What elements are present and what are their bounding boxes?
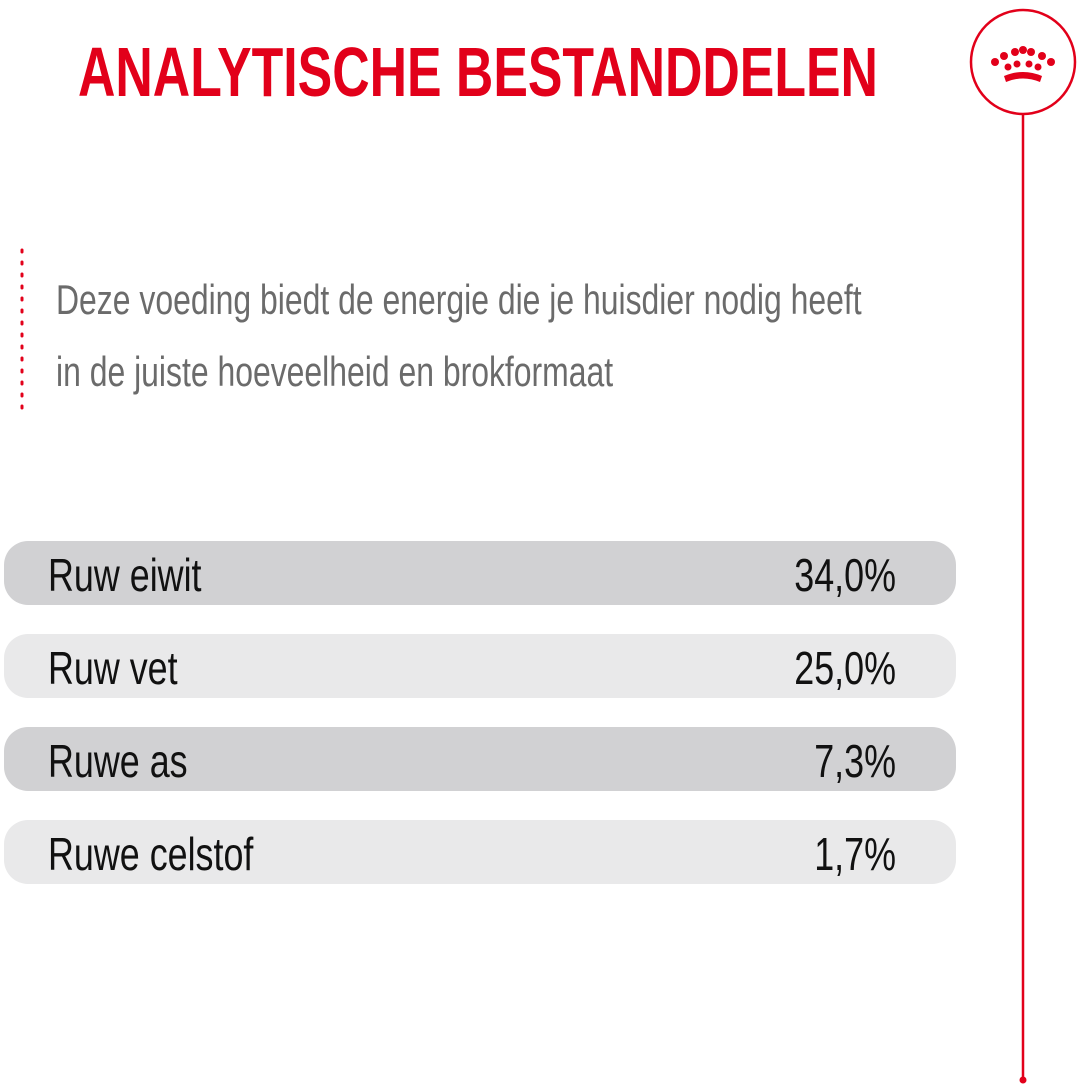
line-end — [1019, 1076, 1027, 1084]
crown-logo — [991, 46, 1055, 82]
description-line: in de juiste hoeveelheid en brokformaat — [56, 348, 614, 395]
row-value: 1,7% — [814, 829, 896, 880]
row-value: 25,0% — [794, 643, 896, 694]
table-row — [4, 820, 956, 884]
row-label: Ruw vet — [48, 643, 178, 694]
description-line: Deze voeding biedt de energie die je hui… — [56, 276, 862, 323]
row-value: 7,3% — [814, 736, 896, 787]
row-value: 34,0% — [794, 550, 896, 601]
table-row — [4, 634, 956, 698]
title: ANALYTISCHE BESTANDDELEN — [78, 33, 878, 111]
row-label: Ruwe celstof — [48, 829, 254, 880]
row-label: Ruwe as — [48, 736, 188, 787]
table-row — [4, 541, 956, 605]
table-row — [4, 727, 956, 791]
logo-circle — [969, 8, 1077, 116]
row-label: Ruw eiwit — [48, 550, 202, 601]
